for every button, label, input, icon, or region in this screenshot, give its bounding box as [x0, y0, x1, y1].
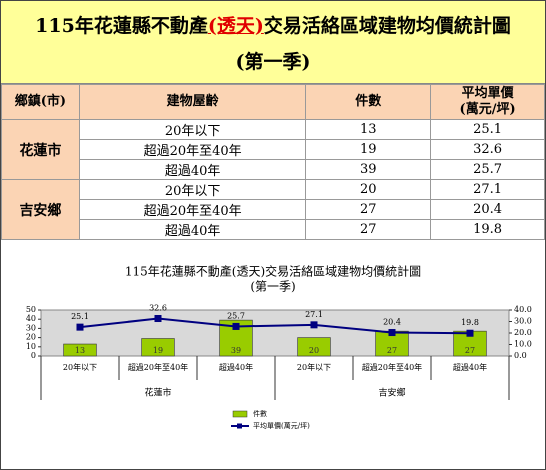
group-label: 花蓮市	[144, 387, 171, 399]
table-row: 超過40年 39 25.7	[2, 159, 545, 180]
cell: 20年以下	[78, 179, 307, 200]
group-cell: 吉安鄉	[1, 179, 80, 240]
column-header: 件數	[305, 84, 432, 120]
line-label: 19.8	[461, 318, 479, 327]
column-header: 鄉鎮(市)	[1, 84, 80, 120]
legend-swatch	[232, 410, 248, 418]
x-tick-label: 超過20年至40年	[128, 362, 188, 372]
legend-swatch	[237, 423, 242, 429]
group-cell: 花蓮市	[1, 119, 80, 180]
table-row: 超過20年至40年 19 32.6	[2, 139, 545, 160]
cell: 27	[305, 219, 432, 240]
y2-tick-label: 30.0	[514, 317, 532, 326]
line-label: 27.1	[305, 310, 323, 319]
bar-label: 19	[153, 346, 163, 355]
cell: 19.8	[430, 219, 545, 240]
cell: 20年以下	[78, 119, 307, 140]
cell: 32.6	[430, 139, 545, 160]
title-highlight: (透天)	[207, 15, 264, 37]
legend-label: 平均單價(萬元/坪)	[253, 421, 310, 430]
y-tick-label: 50	[26, 305, 36, 314]
chart-subtitle: (第一季)	[250, 280, 295, 294]
bar	[63, 343, 97, 357]
subtitle: (第一季)	[235, 51, 311, 73]
y2-tick-label: 40.0	[514, 305, 532, 314]
table-row: 花蓮市 20年以下 13 25.1	[1, 119, 545, 180]
table: 鄉鎮(市) 建物屋齡 件數 平均單價 (萬元/坪) 花蓮市 20年以下 13 25.1 超…	[1, 84, 545, 240]
cell: 25.7	[430, 159, 545, 180]
y2-tick-label: 20.0	[514, 328, 532, 337]
y-tick-label: 10	[26, 342, 36, 351]
x-tick-label: 超過40年	[219, 362, 253, 372]
line-label: 20.4	[383, 318, 401, 327]
cell: 超過40年	[78, 159, 307, 180]
cell: 超過40年	[78, 219, 307, 240]
line	[79, 317, 471, 335]
line-marker	[310, 321, 318, 329]
title-text: 115年花蓮縣不動產	[35, 15, 208, 37]
title: 115年花蓮縣不動產(透天)交易活絡區域建物均價統計圖	[1, 11, 545, 38]
title-text: 交易活絡區域建物均價統計圖	[263, 15, 511, 37]
bar	[141, 338, 175, 357]
line-marker	[76, 323, 84, 331]
cell: 27	[305, 199, 432, 220]
cell: 20	[305, 179, 432, 200]
column-header: 平均單價 (萬元/坪)	[430, 84, 545, 120]
line-marker	[466, 329, 474, 337]
line-label: 32.6	[149, 304, 167, 313]
x-tick-label: 20年以下	[63, 362, 97, 372]
line-marker	[388, 329, 396, 337]
group-label: 吉安鄉	[378, 387, 405, 399]
table-row: 超過20年至40年 27 20.4	[2, 199, 545, 220]
bar-label: 27	[465, 346, 475, 355]
cell: 超過20年至40年	[78, 199, 307, 220]
y2-tick-label: 0.0	[514, 351, 527, 360]
table-body: 花蓮市 20年以下 13 25.1 超過20年至40年 19 32.6 超過40年 39 25.7…	[1, 119, 545, 240]
header: 115年花蓮縣不動產(透天)交易活絡區域建物均價統計圖 (第一季)	[1, 1, 545, 84]
bar-label: 13	[75, 346, 85, 355]
bar-label: 20	[309, 346, 319, 355]
y-tick-label: 0	[31, 351, 36, 360]
cell: 25.1	[430, 119, 545, 140]
line-marker	[154, 315, 162, 323]
chart: 115年花蓮縣不動產(透天)交易活絡區域建物均價統計圖 (第一季) 010203…	[26, 264, 532, 431]
column-header-line: 平均單價	[461, 86, 514, 101]
cell: 27.1	[430, 179, 545, 200]
x-tick-label: 超過20年至40年	[362, 362, 422, 372]
chart-title: 115年花蓮縣不動產(透天)交易活絡區域建物均價統計圖	[125, 264, 421, 279]
line-marker	[232, 322, 240, 330]
bar-label: 39	[231, 346, 241, 355]
line-label: 25.1	[71, 312, 89, 321]
y-tick-label: 30	[26, 323, 36, 332]
y-tick-label: 40	[26, 314, 36, 323]
cell: 超過20年至40年	[78, 139, 307, 160]
y2-tick-label: 10.0	[514, 340, 532, 349]
bar-label: 27	[387, 346, 397, 355]
cell: 20.4	[430, 199, 545, 220]
x-tick-label: 20年以下	[297, 362, 331, 372]
y-tick-label: 20	[26, 333, 36, 342]
bar	[375, 330, 409, 357]
line-label: 25.7	[227, 311, 245, 320]
table-row: 吉安鄉 20年以下 20 27.1	[1, 179, 545, 240]
legend-label: 件數	[253, 409, 267, 418]
x-tick-label: 超過40年	[453, 362, 487, 372]
bar	[297, 337, 331, 357]
cell: 13	[305, 119, 432, 140]
column-header-line: (萬元/坪)	[459, 102, 516, 117]
cell: 39	[305, 159, 432, 180]
cell: 19	[305, 139, 432, 160]
column-header: 建物屋齡	[78, 84, 307, 120]
table-row: 超過40年 27 19.8	[2, 219, 545, 240]
